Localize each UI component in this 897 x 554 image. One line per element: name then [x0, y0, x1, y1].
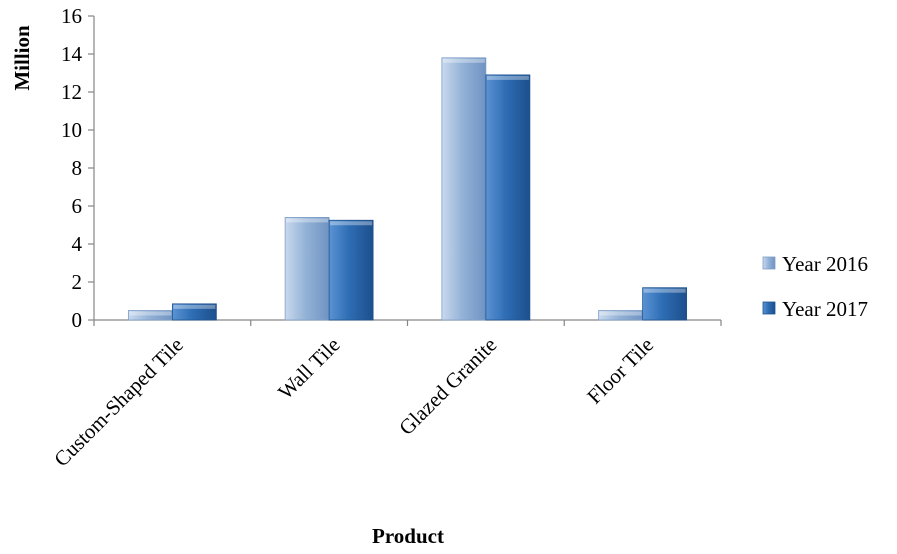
y-tick-label: 4: [72, 232, 83, 256]
x-tick-label: Glazed Granite: [394, 333, 501, 440]
y-tick-label: 16: [61, 4, 82, 28]
bar-year-2017: [485, 74, 531, 321]
y-tick-label: 10: [61, 118, 82, 142]
x-axis-title: Product: [372, 524, 444, 548]
bar-year-2017: [171, 303, 217, 321]
bar-year-2016: [598, 310, 644, 321]
x-tick-label: Custom-Shaped Tile: [49, 333, 188, 472]
y-tick-label: 14: [61, 42, 83, 66]
bar-year-2016: [127, 310, 173, 321]
plot-area: [93, 16, 721, 321]
y-tick-label: 12: [61, 80, 82, 104]
y-axis-title: Million: [10, 25, 34, 91]
y-tick-label: 0: [72, 308, 83, 332]
legend: Year 2016 Year 2017: [762, 252, 868, 321]
bars: [127, 57, 688, 321]
y-tick-label: 8: [72, 156, 83, 180]
y-tick-label: 6: [72, 194, 83, 218]
legend-swatch: [762, 256, 776, 270]
y-axis-ticks: 0 2 4 6 8 10 12 14 16: [61, 4, 94, 332]
legend-label: Year 2017: [782, 297, 868, 321]
bar-year-2016: [284, 216, 330, 321]
bar-year-2017: [328, 219, 374, 321]
x-tick-label: Floor Tile: [582, 333, 658, 409]
bar-year-2016: [441, 57, 487, 321]
y-tick-label: 2: [72, 270, 83, 294]
legend-label: Year 2016: [782, 252, 868, 276]
legend-swatch: [762, 301, 776, 315]
legend-item-year-2017: Year 2017: [762, 297, 868, 321]
x-axis-ticks: Custom-Shaped Tile Wall Tile Glazed Granit…: [49, 320, 722, 472]
x-tick-label: Wall Tile: [273, 333, 344, 404]
legend-item-year-2016: Year 2016: [762, 252, 868, 276]
bar-year-2017: [642, 287, 688, 321]
